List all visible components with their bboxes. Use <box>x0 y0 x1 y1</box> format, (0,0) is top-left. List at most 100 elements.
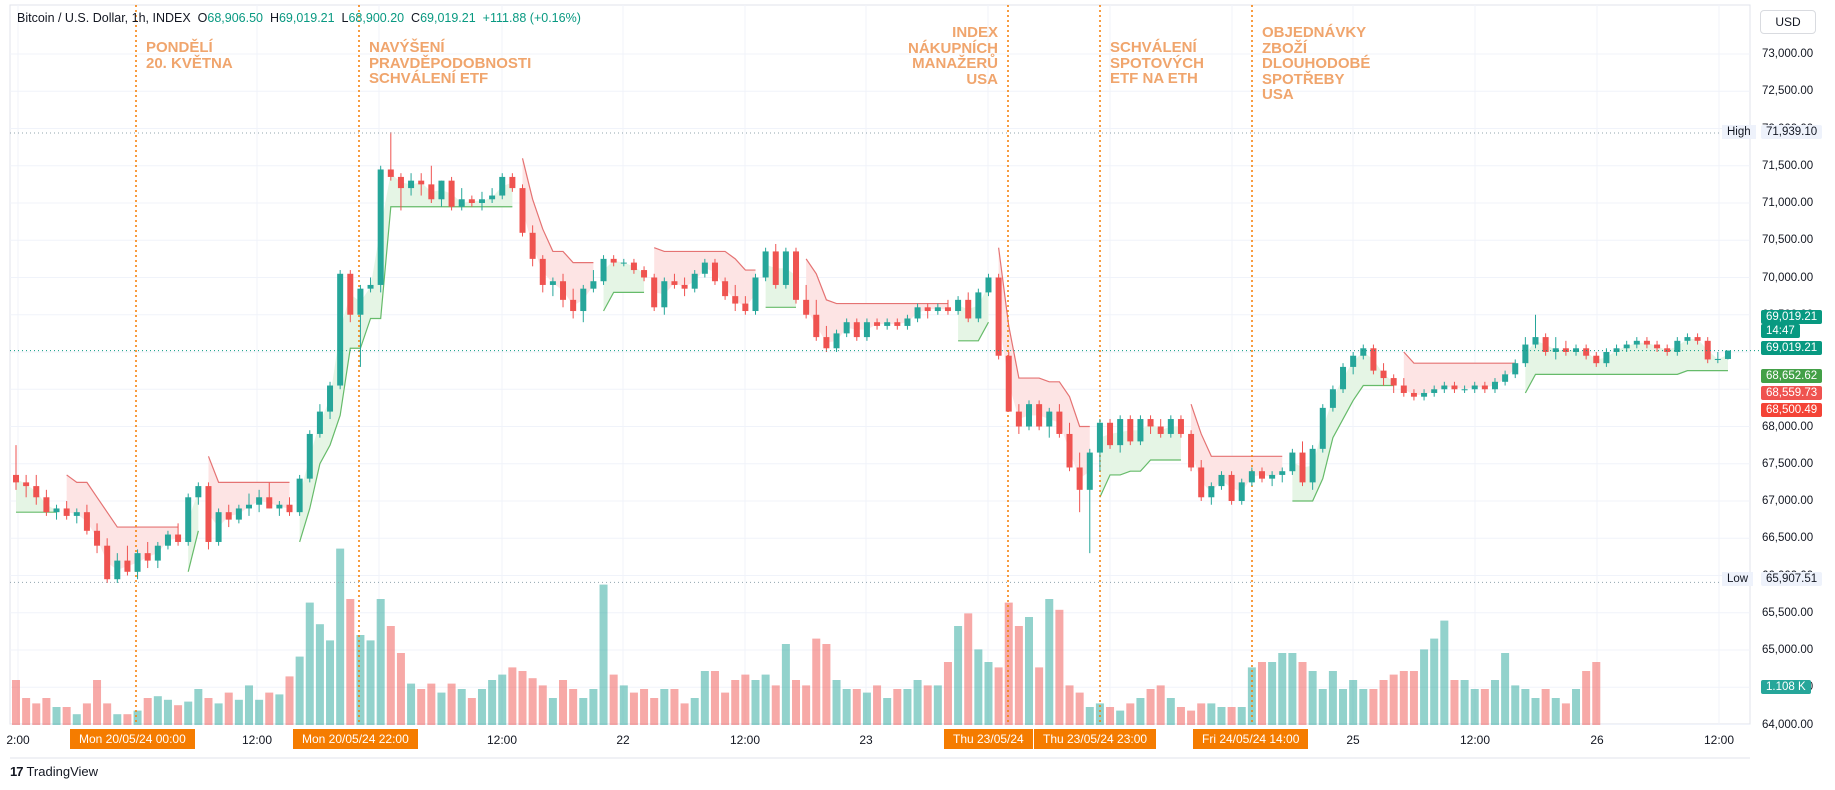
candle-body <box>337 273 344 386</box>
candle-body <box>23 482 30 487</box>
volume-bar <box>366 640 375 725</box>
annotation-eth-etf: SCHVÁLENÍ SPOTOVÝCH ETF NA ETH <box>1110 39 1204 87</box>
volume-bar <box>1116 710 1125 725</box>
candle-body <box>742 303 749 312</box>
volume-bar <box>62 707 71 725</box>
candle-body <box>661 281 668 308</box>
volume-bar <box>670 689 679 725</box>
y-tick-label: 70,000.00 <box>1762 271 1814 284</box>
volume-bar <box>1207 703 1216 725</box>
candle-body <box>1066 433 1073 468</box>
candle-body <box>357 288 364 315</box>
candle-body <box>1603 352 1610 364</box>
volume-bar <box>407 683 416 725</box>
candle-body <box>1096 422 1103 453</box>
volume-bar <box>1288 653 1297 725</box>
tradingview-label: TradingView <box>26 764 99 779</box>
candle-body <box>944 307 951 312</box>
candle-body <box>843 322 850 334</box>
x-label: 12:00 <box>1459 733 1491 747</box>
volume-bar <box>1430 638 1439 725</box>
volume-bar <box>964 613 973 725</box>
volume-bar <box>376 599 385 725</box>
volume-bar <box>1014 626 1023 725</box>
candle-body <box>975 292 982 319</box>
candle-body <box>1684 337 1691 341</box>
candle-body <box>1269 474 1276 479</box>
volume-bar <box>1359 689 1368 725</box>
y-tick-label: 65,500.00 <box>1762 606 1814 619</box>
tradingview-logo-icon: 17 <box>10 764 24 779</box>
volume-bar <box>22 698 31 725</box>
candle-body <box>33 486 40 498</box>
candle-body <box>732 296 739 304</box>
candle-body <box>1421 392 1428 397</box>
annotation-pmi: INDEX NÁKUPNÍCH MANAŽERŮ USA <box>908 24 998 88</box>
volume-bar <box>812 638 821 725</box>
currency-selector[interactable]: USD <box>1760 10 1816 34</box>
y-tick-label: 70,500.00 <box>1762 234 1814 247</box>
tradingview-brand[interactable]: 17 TradingView <box>10 764 98 779</box>
candle-body <box>833 333 840 349</box>
volume-bar <box>1298 662 1307 725</box>
candle-body <box>1198 467 1205 498</box>
candle-body <box>1674 340 1681 352</box>
volume-bar <box>1501 653 1510 725</box>
candle-body <box>1390 378 1397 386</box>
candle-body <box>853 322 860 338</box>
volume-bar <box>488 680 497 725</box>
candle-body <box>509 176 516 189</box>
candle-body <box>1441 385 1448 390</box>
volume-bar <box>1197 703 1206 725</box>
volume-bar <box>82 703 91 725</box>
x-event-tag: Fri 24/05/24 14:00 <box>1193 729 1309 749</box>
supertrend-down-fill <box>1191 404 1283 492</box>
volume-bar <box>1136 698 1145 725</box>
candle-body <box>387 169 394 177</box>
volume-bar <box>619 685 628 725</box>
volume-bar <box>437 692 446 725</box>
candle-body <box>884 322 891 326</box>
volume-bar <box>1551 698 1560 725</box>
candle-body <box>245 504 252 509</box>
candle-body <box>1400 385 1407 393</box>
candle-body <box>1228 474 1235 501</box>
volume-bar <box>873 685 882 725</box>
candle-body <box>1522 344 1529 364</box>
volume-bar <box>1278 653 1287 725</box>
low-label: Low <box>1722 572 1754 586</box>
annotation-monday: PONDĚLÍ 20. KVĚTNA <box>146 39 233 72</box>
volume-bar <box>640 689 649 725</box>
candle-body <box>1562 348 1569 352</box>
candle-body <box>397 176 404 189</box>
candle-body <box>104 545 111 580</box>
volume-bar <box>1399 671 1408 725</box>
candle-body <box>448 180 455 207</box>
candle-body <box>1704 340 1711 360</box>
candle-body <box>408 180 415 189</box>
volume-bar <box>386 626 395 725</box>
volume-bar <box>224 692 233 725</box>
volume-bar <box>1582 671 1591 725</box>
volume-bar <box>265 692 274 725</box>
volume-bar <box>660 689 669 725</box>
volume-bar <box>761 674 770 725</box>
candle-body <box>570 299 577 312</box>
volume-bar <box>163 699 172 725</box>
supertrend-up-line <box>1292 384 1394 502</box>
candle-body <box>1208 486 1215 498</box>
candle-body <box>347 273 354 315</box>
candle-body <box>1107 422 1114 446</box>
candle-body <box>1471 385 1478 390</box>
candle-body <box>894 322 901 326</box>
supertrend-up-line <box>187 530 199 572</box>
candle-body <box>1329 389 1336 408</box>
volume-bar <box>1511 685 1520 725</box>
candle-body <box>1542 337 1549 352</box>
volume-bar <box>396 653 405 725</box>
x-event-tag: Mon 20/05/24 22:00 <box>293 729 418 749</box>
candle-body <box>711 262 718 282</box>
supertrend-up-fill <box>299 173 513 542</box>
volume-tag: 1.108 K <box>1761 680 1811 694</box>
